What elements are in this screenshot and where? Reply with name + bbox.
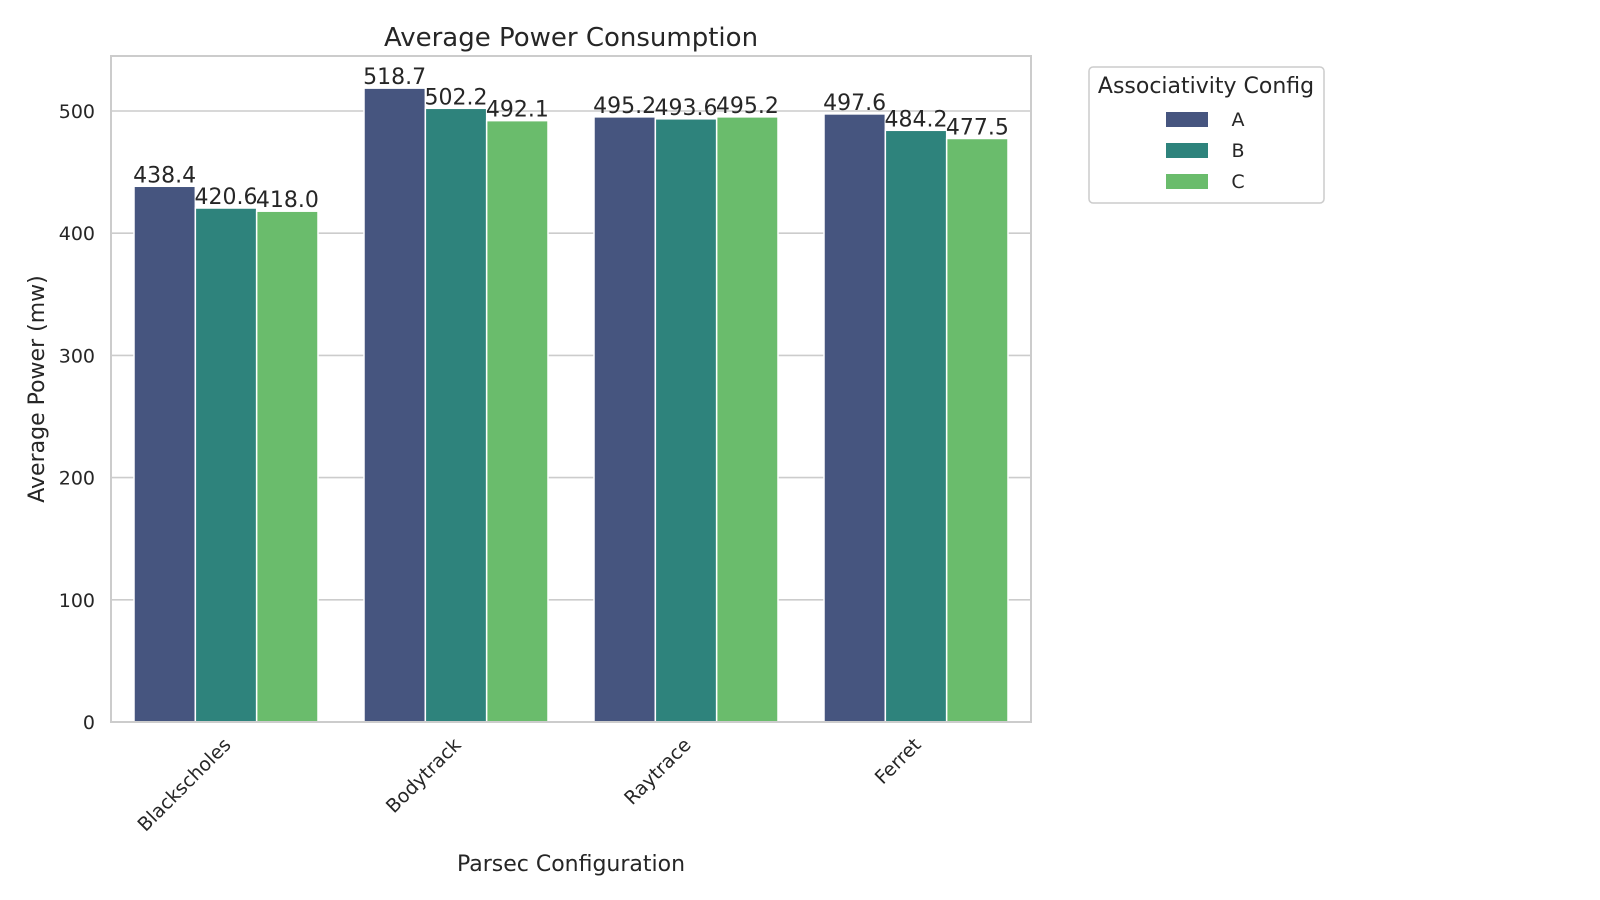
data-label: 497.6 bbox=[823, 91, 886, 116]
data-label: 492.1 bbox=[486, 98, 549, 123]
y-axis-label: Average Power (mw) bbox=[25, 275, 50, 502]
legend-frame bbox=[1088, 66, 1325, 204]
legend-label-b: B bbox=[1231, 140, 1244, 162]
legend-swatch-c bbox=[1166, 174, 1208, 189]
legend-swatch-a bbox=[1166, 112, 1208, 127]
legend-label-c: C bbox=[1231, 171, 1244, 193]
bar-bodytrack-b bbox=[424, 107, 488, 723]
bar-blackscholes-b bbox=[194, 207, 258, 723]
chart-title: Average Power Consumption bbox=[384, 23, 758, 53]
x-tick-label: Ferret bbox=[871, 734, 926, 789]
data-label: 477.5 bbox=[946, 115, 1009, 140]
data-label: 518.7 bbox=[363, 65, 426, 90]
x-tick-label: Raytrace bbox=[620, 734, 695, 809]
y-tick-label: 100 bbox=[59, 590, 95, 612]
bar-bodytrack-a bbox=[363, 87, 427, 723]
y-tick-label: 200 bbox=[59, 468, 95, 490]
bar-raytrace-a bbox=[593, 116, 657, 723]
data-label: 495.2 bbox=[716, 94, 779, 119]
bar-bodytrack-c bbox=[485, 119, 549, 723]
plot-frame bbox=[110, 55, 1032, 723]
y-tick-label: 400 bbox=[59, 223, 95, 245]
y-tick-label: 500 bbox=[59, 101, 95, 123]
x-tick-label: Bodytrack bbox=[382, 734, 466, 818]
legend-title: Associativity Config bbox=[1098, 74, 1314, 99]
y-tick-label: 300 bbox=[59, 345, 95, 367]
x-axis-label: Parsec Configuration bbox=[457, 852, 685, 877]
bar-blackscholes-a bbox=[133, 185, 197, 723]
data-label: 438.4 bbox=[133, 163, 196, 188]
data-label: 493.6 bbox=[655, 96, 718, 121]
legend-label-a: A bbox=[1232, 109, 1245, 131]
data-label: 495.2 bbox=[593, 94, 656, 119]
x-tick-labels: Blackscholes Bodytrack Raytrace Ferret bbox=[134, 734, 926, 836]
bar-ferret-a bbox=[823, 113, 887, 723]
bars bbox=[133, 87, 1009, 723]
data-label: 418.0 bbox=[256, 188, 319, 213]
data-label: 484.2 bbox=[885, 107, 948, 132]
data-label: 420.6 bbox=[195, 185, 258, 210]
bar-ferret-c bbox=[945, 137, 1009, 723]
data-label: 502.2 bbox=[425, 85, 488, 110]
bar-ferret-b bbox=[884, 129, 948, 723]
y-tick-labels: 0 100 200 300 400 500 bbox=[59, 101, 95, 734]
x-tick-label: Blackscholes bbox=[134, 734, 236, 836]
legend-swatch-b bbox=[1166, 143, 1208, 158]
bar-raytrace-b bbox=[654, 118, 718, 723]
legend: Associativity Config ABC bbox=[1088, 66, 1325, 204]
bar-raytrace-c bbox=[715, 116, 779, 723]
bar-blackscholes-c bbox=[255, 210, 319, 723]
legend-items: ABC bbox=[1166, 109, 1245, 193]
y-tick-label: 0 bbox=[83, 712, 95, 734]
